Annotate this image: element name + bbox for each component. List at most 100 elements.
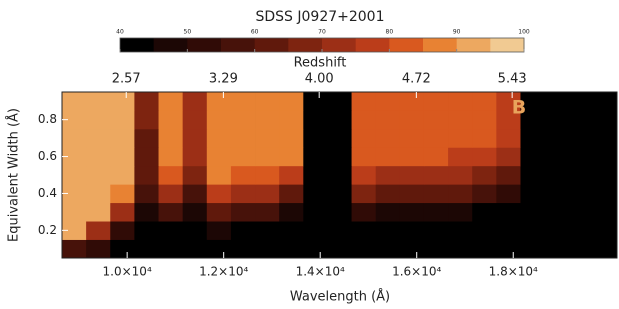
heatmap-cell xyxy=(279,202,304,222)
heatmap-cell xyxy=(206,92,232,111)
heatmap-cell xyxy=(544,110,570,130)
heatmap-cell xyxy=(230,239,256,259)
heatmap-cell xyxy=(134,239,159,259)
x2-tick-label: 2.57 xyxy=(112,72,141,87)
heatmap-cell xyxy=(568,110,594,130)
heatmap-cell xyxy=(592,202,618,222)
colorbar-swatch xyxy=(456,38,491,52)
heatmap-cell xyxy=(423,184,449,204)
heatmap-cell xyxy=(327,239,352,259)
heatmap-cell xyxy=(134,165,159,185)
heatmap-cell xyxy=(448,221,473,240)
heatmap-cell xyxy=(327,202,352,222)
heatmap-cell xyxy=(351,147,377,167)
heatmap-cell xyxy=(134,147,159,167)
y-tick-label: 0.6 xyxy=(38,149,57,163)
heatmap-cell xyxy=(182,202,208,222)
heatmap-cell xyxy=(134,184,159,204)
heatmap-cell xyxy=(423,202,449,222)
heatmap-cell xyxy=(230,147,256,167)
colorbar-tick-label: 100 xyxy=(518,29,530,36)
heatmap-cell xyxy=(303,202,328,222)
heatmap-cell xyxy=(472,128,497,148)
colorbar-swatch xyxy=(490,38,525,52)
colorbar-swatch xyxy=(288,38,323,52)
heatmap-cell xyxy=(158,128,184,148)
colorbar-tick-label: 60 xyxy=(251,29,259,36)
heatmap-cell xyxy=(399,221,425,240)
heatmap-cell xyxy=(86,128,111,148)
colorbar-tick-label: 90 xyxy=(453,29,461,36)
heatmap-cell xyxy=(86,202,111,222)
colorbar-swatch xyxy=(120,38,155,52)
heatmap-cell xyxy=(592,128,618,148)
heatmap-cell xyxy=(399,239,425,259)
heatmap-cell xyxy=(351,92,377,111)
heatmap-cell xyxy=(592,147,618,167)
heatmap-cell xyxy=(279,147,304,167)
x-tick-label: 1.4×10⁴ xyxy=(296,265,345,279)
heatmap-cell xyxy=(544,202,570,222)
heatmap-cell xyxy=(62,92,87,111)
heatmap-cell xyxy=(568,92,594,111)
heatmap-cell xyxy=(399,92,425,111)
heatmap-cell xyxy=(375,92,401,111)
colorbar-swatch xyxy=(187,38,222,52)
heatmap-cell xyxy=(351,239,377,259)
heatmap-cell xyxy=(255,128,280,148)
heatmap-cell xyxy=(279,110,304,130)
heatmap-cell xyxy=(86,239,111,259)
heatmap-cell xyxy=(375,221,401,240)
heatmap-cell xyxy=(592,239,618,259)
heatmap-cell xyxy=(568,184,594,204)
heatmap-cell xyxy=(62,147,87,167)
heatmap-cell xyxy=(230,128,256,148)
heatmap-cell xyxy=(544,147,570,167)
heatmap-cell xyxy=(375,202,401,222)
heatmap-cell xyxy=(568,239,594,259)
y-tick-label: 0.4 xyxy=(38,186,57,200)
heatmap-cell xyxy=(448,110,473,130)
heatmap-cell xyxy=(423,92,449,111)
heatmap-cell xyxy=(206,239,232,259)
colorbar-swatch xyxy=(322,38,357,52)
x-tick-label: 1.8×10⁴ xyxy=(489,265,538,279)
heatmap-cell xyxy=(279,92,304,111)
heatmap-cell xyxy=(327,110,352,130)
heatmap-cell xyxy=(496,184,521,204)
heatmap-cell xyxy=(520,202,546,222)
colorbar-swatch xyxy=(423,38,458,52)
colorbar-tick-label: 80 xyxy=(386,29,394,36)
heatmap-cell xyxy=(592,221,618,240)
heatmap-cell xyxy=(423,147,449,167)
heatmap-cell xyxy=(182,239,208,259)
heatmap-cell xyxy=(351,110,377,130)
heatmap-cell xyxy=(496,202,521,222)
heatmap-cell xyxy=(592,165,618,185)
heatmap-cell xyxy=(423,128,449,148)
heatmap-cell xyxy=(206,165,232,185)
colorbar-tick-label: 40 xyxy=(116,29,124,36)
colorbar-swatch xyxy=(389,38,424,52)
heatmap-cell xyxy=(303,92,328,111)
heatmap-cell xyxy=(255,184,280,204)
heatmap-cell xyxy=(568,165,594,185)
heatmap-cell xyxy=(351,165,377,185)
heatmap-cell xyxy=(351,128,377,148)
heatmap-cell xyxy=(158,92,184,111)
heatmap-cell xyxy=(472,202,497,222)
heatmap-cell xyxy=(255,221,280,240)
heatmap-cell xyxy=(158,202,184,222)
heatmap-cell xyxy=(182,92,208,111)
colorbar-tick-label: 50 xyxy=(184,29,192,36)
heatmap-cell xyxy=(592,92,618,111)
heatmap-cell xyxy=(255,202,280,222)
heatmap-cell xyxy=(568,221,594,240)
heatmap-cell xyxy=(110,221,135,240)
heatmap-cell xyxy=(206,184,232,204)
x-tick-label: 1.2×10⁴ xyxy=(199,265,248,279)
heatmap-cell xyxy=(520,184,546,204)
heatmap-cell xyxy=(423,165,449,185)
heatmap-cell xyxy=(255,147,280,167)
heatmap-cell xyxy=(86,110,111,130)
